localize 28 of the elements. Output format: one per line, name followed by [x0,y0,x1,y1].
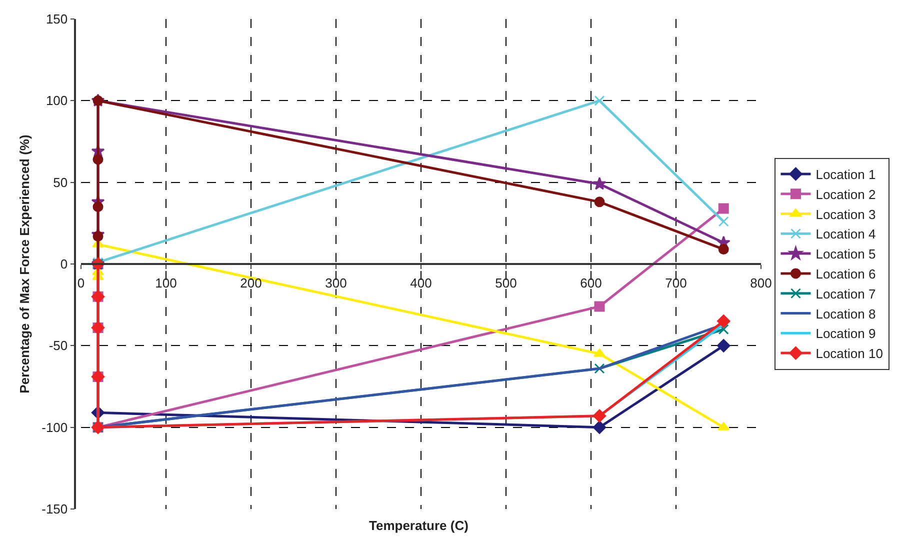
legend-label: Location 9 [816,326,876,342]
x-tick-label: 300 [325,275,347,290]
legend-label: Location 10 [816,346,883,362]
legend-label: Location 4 [816,226,876,242]
legend-label: Location 8 [816,306,876,322]
y-tick-label: 150 [46,12,68,27]
legend-label: Location 3 [816,206,876,222]
x-tick-label: 800 [750,275,772,290]
y-tick-label: 50 [53,174,68,190]
legend-label: Location 7 [816,286,876,302]
x-tick-label: 600 [580,275,602,290]
x-tick-label: 700 [665,275,687,290]
y-tick-label: -150 [42,502,68,517]
x-axis-title: Temperature (C) [369,518,468,533]
x-tick-label: 100 [155,275,177,290]
x-tick-label: 0 [77,275,85,290]
x-tick-label: 200 [240,275,262,290]
y-axis-title: Percentage of Max Force Experienced (%) [17,134,32,394]
legend-label: Location 2 [816,186,876,202]
legend-label: Location 1 [816,167,876,182]
x-tick-label: 400 [410,275,432,290]
x-tick-label: 500 [495,275,517,290]
legend-label: Location 6 [816,266,876,282]
y-tick-label: 100 [46,93,68,108]
y-tick-label: -100 [42,420,68,435]
y-tick-label: 0 [60,256,68,272]
y-tick-label: -50 [48,338,68,354]
legend-label: Location 5 [816,246,876,262]
